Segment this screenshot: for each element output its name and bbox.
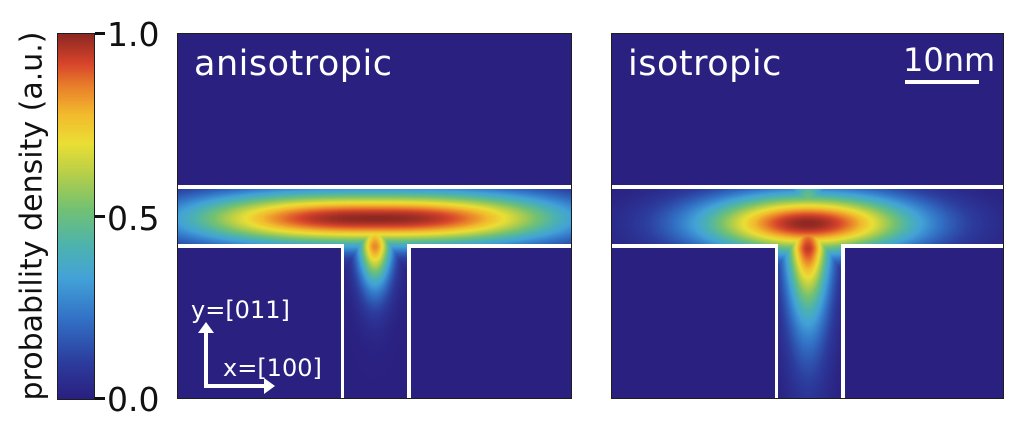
y-axis-arrowhead-icon	[198, 322, 214, 333]
y-axis-arrow	[204, 332, 208, 384]
well-top-boundary-line	[612, 185, 1003, 189]
well-bottom-boundary-left-line	[612, 244, 778, 248]
well-top-boundary-line	[178, 185, 571, 189]
colorbar-ticklabel-1.0: 1.0	[107, 15, 160, 54]
well-bottom-boundary-right-line	[407, 244, 571, 248]
colorbar-tick-top	[95, 32, 105, 35]
panel-isotropic: isotropic 10nm	[611, 33, 1004, 399]
fin-left-wall-line	[774, 244, 778, 398]
colorbar-tick-middle	[95, 215, 105, 218]
panel-title-isotropic: isotropic	[628, 44, 782, 84]
scale-bar: 10nm	[903, 41, 996, 84]
x-axis-direction-label: x=[100]	[223, 354, 322, 382]
panel-anisotropic: anisotropic y=[011] x=[100]	[177, 33, 572, 399]
colorbar	[57, 33, 95, 400]
x-axis-arrow	[204, 384, 266, 388]
colorbar-ticklabel-0.5: 0.5	[107, 199, 160, 238]
well-bottom-boundary-right-line	[841, 244, 1003, 248]
fin-left-wall-line	[340, 244, 344, 398]
colorbar-gradient	[58, 34, 94, 399]
fin-right-wall-line	[407, 244, 411, 398]
fin-right-wall-line	[841, 244, 845, 398]
x-axis-arrowhead-icon	[264, 378, 275, 394]
panel-title-anisotropic: anisotropic	[194, 44, 393, 84]
well-bottom-boundary-left-line	[178, 244, 344, 248]
colorbar-tick-bottom	[95, 397, 105, 400]
heatmap-anisotropic	[178, 34, 571, 398]
colorbar-label: probability density (a.u.)	[14, 31, 50, 401]
y-axis-direction-label: y=[011]	[191, 296, 290, 324]
scale-bar-line	[905, 80, 979, 84]
heatmap-isotropic	[612, 34, 1003, 398]
colorbar-ticklabel-0.0: 0.0	[107, 380, 160, 419]
scale-bar-label: 10nm	[903, 41, 996, 79]
